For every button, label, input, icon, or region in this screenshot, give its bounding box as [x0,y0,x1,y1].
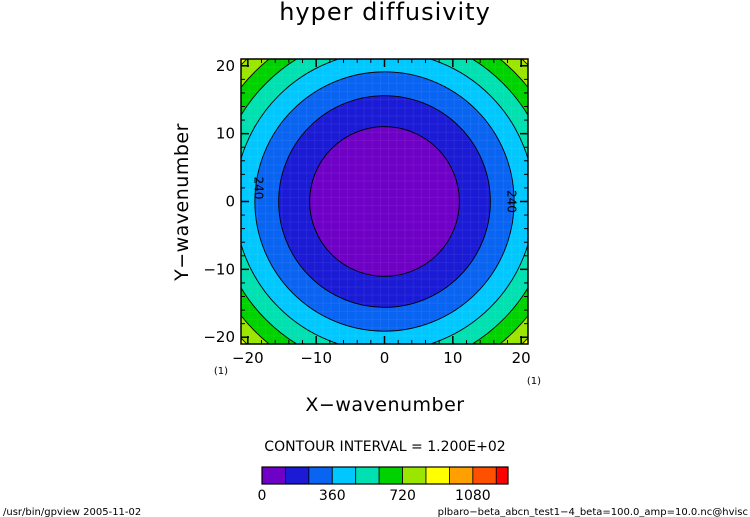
colorbar-swatch [261,466,286,485]
colorbar-swatch [355,466,380,485]
x-tick-label: 0 [380,349,390,367]
y-tick-label: 20 [216,57,235,75]
contour-line [254,71,515,332]
colorbar-swatch [495,466,509,485]
colorbar-tick-label: 360 [319,488,346,504]
colorbar-frame [261,466,509,485]
colorbar-swatch [331,466,357,485]
contour-line [309,126,460,277]
y-tick-label: −20 [203,328,235,346]
contour-lines [241,59,528,344]
colorbar: 0 360 720 1080 [258,466,509,504]
colorbar-swatch [308,466,333,485]
colorbar-tick-label: 1080 [455,488,491,504]
chart-title: hyper diffusivity [279,0,491,26]
x-unit-note-left: (1) [214,366,228,377]
contour-interval-text: CONTOUR INTERVAL = 1.200E+02 [264,439,505,455]
contour-labels: 240 240 [252,176,519,212]
colorbar-tick-label: 0 [258,488,267,504]
x-axis: −20 −10 0 10 20 [232,59,531,367]
x-axis-label: X−wavenumber [305,394,464,416]
colorbar-swatch [425,466,450,485]
footer-left: /usr/bin/gpview 2005-11-02 [3,507,141,517]
x-tick-label: 10 [443,349,462,367]
colorbar-tick-label: 720 [389,488,416,504]
y-axis-label: Y−wavenumber [171,123,193,282]
x-unit-note-right: (1) [527,376,541,387]
y-tick-label: 0 [225,193,235,211]
colorbar-swatch [472,466,497,485]
contour-label: 240 [252,176,266,199]
colorbar-swatch [285,466,310,485]
colorbar-swatch [449,466,474,485]
x-tick-label: 20 [512,349,531,367]
y-tick-label: 10 [216,125,235,143]
x-tick-label: −20 [232,349,264,367]
contour-line [278,95,491,308]
colorbar-swatch [402,466,427,485]
y-tick-label: −10 [203,260,235,278]
footer-right: plbaro−beta_abcn_test1−4_beta=100.0_amp=… [438,507,748,517]
contour-band [309,126,460,277]
x-tick-label: −10 [300,349,332,367]
y-axis: 20 10 0 −10 −20 [203,57,528,346]
contour-label: 240 [504,190,518,213]
colorbar-swatch [378,466,403,485]
